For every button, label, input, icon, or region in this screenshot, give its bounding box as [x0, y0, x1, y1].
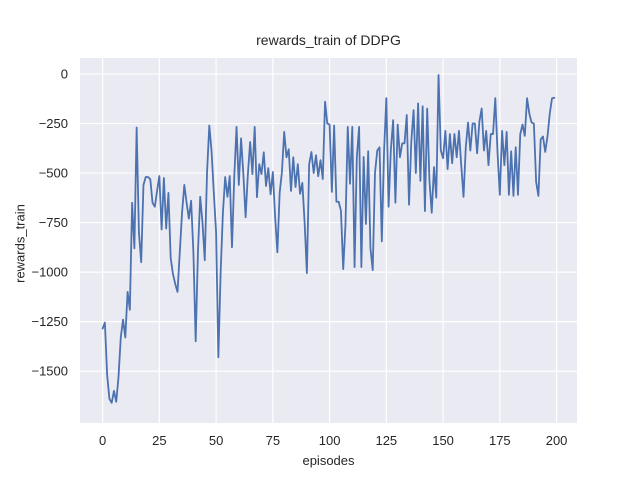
- y-tick-labels: 0 −250 −500 −750 −1000 −1250 −1500: [31, 67, 68, 379]
- line-series-rewards-train: [101, 74, 556, 404]
- x-tick-label: 0: [99, 433, 106, 448]
- y-tick-label: −1500: [31, 364, 68, 379]
- x-tick-label: 125: [375, 433, 397, 448]
- y-tick-label: −750: [39, 215, 68, 230]
- chart-title: rewards_train of DDPG: [256, 32, 401, 48]
- y-tick-label: −500: [39, 166, 68, 181]
- x-tick-label: 100: [319, 433, 341, 448]
- x-tick-label: 25: [152, 433, 166, 448]
- x-tick-label: 175: [489, 433, 511, 448]
- y-tick-label: −1250: [31, 314, 68, 329]
- x-tick-label: 200: [546, 433, 568, 448]
- x-tick-label: 75: [266, 433, 280, 448]
- y-tick-label: −1000: [31, 265, 68, 280]
- y-axis-label: rewards_train: [12, 204, 28, 283]
- x-tick-labels: 0 25 50 75 100 125 150 175 200: [99, 433, 567, 448]
- x-tick-label: 50: [209, 433, 223, 448]
- x-axis-label: episodes: [302, 453, 355, 468]
- plot-area: [80, 58, 577, 423]
- y-tick-label: −250: [39, 116, 68, 131]
- y-tick-label: 0: [61, 67, 68, 82]
- x-tick-label: 150: [432, 433, 454, 448]
